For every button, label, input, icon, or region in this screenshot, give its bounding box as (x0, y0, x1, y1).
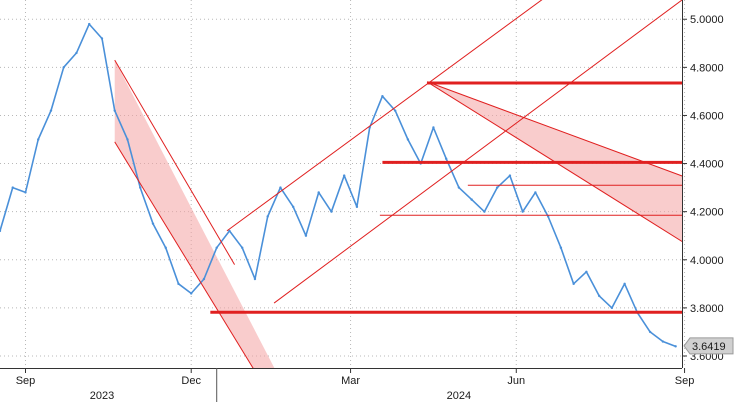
series-point (113, 109, 116, 112)
year-label: 2023 (90, 390, 114, 402)
series-point (572, 282, 575, 286)
series-point (597, 294, 601, 298)
series-point (546, 215, 550, 218)
series-point (202, 277, 206, 281)
series-point (585, 270, 588, 273)
series-point (330, 210, 333, 213)
price-series (0, 22, 677, 348)
series-point (495, 186, 499, 189)
y-axis-tick-labels: 3.60003.80004.00004.20004.40004.60004.80… (682, 14, 724, 363)
y-tick-label: 4.6000 (690, 110, 724, 122)
series-point (215, 246, 218, 249)
series-point (266, 215, 269, 218)
series-point (139, 186, 142, 189)
series-point (11, 186, 14, 189)
series-point (317, 191, 320, 194)
series-point (228, 229, 231, 233)
series-point (470, 198, 473, 201)
series-point (444, 157, 448, 160)
series-point (355, 205, 359, 209)
last-value-label: 3.6419 (692, 341, 726, 353)
series-point (304, 234, 308, 237)
series-point (534, 191, 537, 194)
x-axis-tick-labels: Sep Dec Mar Jun Sep 2023 2024 (16, 368, 695, 402)
series-point (190, 292, 193, 295)
y-tick-label: 4.2000 (690, 207, 724, 219)
series-point (674, 345, 677, 348)
series-point (253, 277, 257, 281)
series-point (279, 186, 282, 189)
axes (0, 0, 683, 402)
series-point (75, 51, 78, 55)
series-point (241, 246, 244, 249)
series-point (623, 282, 626, 286)
series-point (610, 306, 614, 310)
series-point (381, 95, 384, 98)
y-tick-label: 3.8000 (690, 303, 724, 315)
series-point (508, 174, 512, 177)
series-point (342, 174, 346, 177)
x-tick-label: Sep (675, 375, 695, 387)
trend-lines (114, 0, 682, 368)
series-point (457, 186, 461, 189)
trend-line (273, 0, 682, 304)
series-point (126, 138, 129, 141)
series-point (100, 37, 104, 40)
y-tick-label: 5.0000 (690, 14, 724, 26)
series-point (151, 222, 155, 225)
x-tick-label: Mar (341, 375, 360, 387)
series-point (0, 229, 2, 233)
trend-line (226, 0, 543, 232)
last-value-box (683, 337, 734, 355)
y-tick-label: 4.4000 (690, 159, 724, 171)
series-point (648, 330, 652, 334)
series-point (291, 205, 295, 209)
x-tick-label: Dec (181, 375, 201, 387)
series-point (432, 126, 435, 129)
series-point (37, 138, 40, 141)
series-point (24, 191, 27, 194)
series-point (661, 340, 665, 343)
year-label: 2024 (447, 390, 471, 402)
x-tick-label: Sep (16, 375, 36, 387)
trend-line (426, 81, 682, 243)
series-point (177, 282, 180, 286)
series-point (88, 22, 91, 26)
series-point (62, 66, 65, 69)
series-point (483, 210, 486, 213)
series-point (49, 109, 53, 112)
shaded-channel (114, 60, 275, 368)
series-line (0, 23, 676, 348)
y-tick-label: 4.0000 (690, 255, 724, 267)
shaded-channels (114, 60, 682, 368)
series-point (559, 246, 563, 249)
series-point (406, 138, 410, 141)
trend-line (426, 81, 682, 177)
y-tick-label: 4.8000 (690, 62, 724, 74)
x-tick-label: Jun (507, 375, 525, 387)
series-point (521, 210, 524, 213)
series-point (164, 246, 167, 249)
series-point (393, 109, 397, 112)
trend-line (114, 59, 235, 265)
last-value-badge: 3.6419 (683, 337, 734, 355)
trend-line (114, 141, 254, 368)
